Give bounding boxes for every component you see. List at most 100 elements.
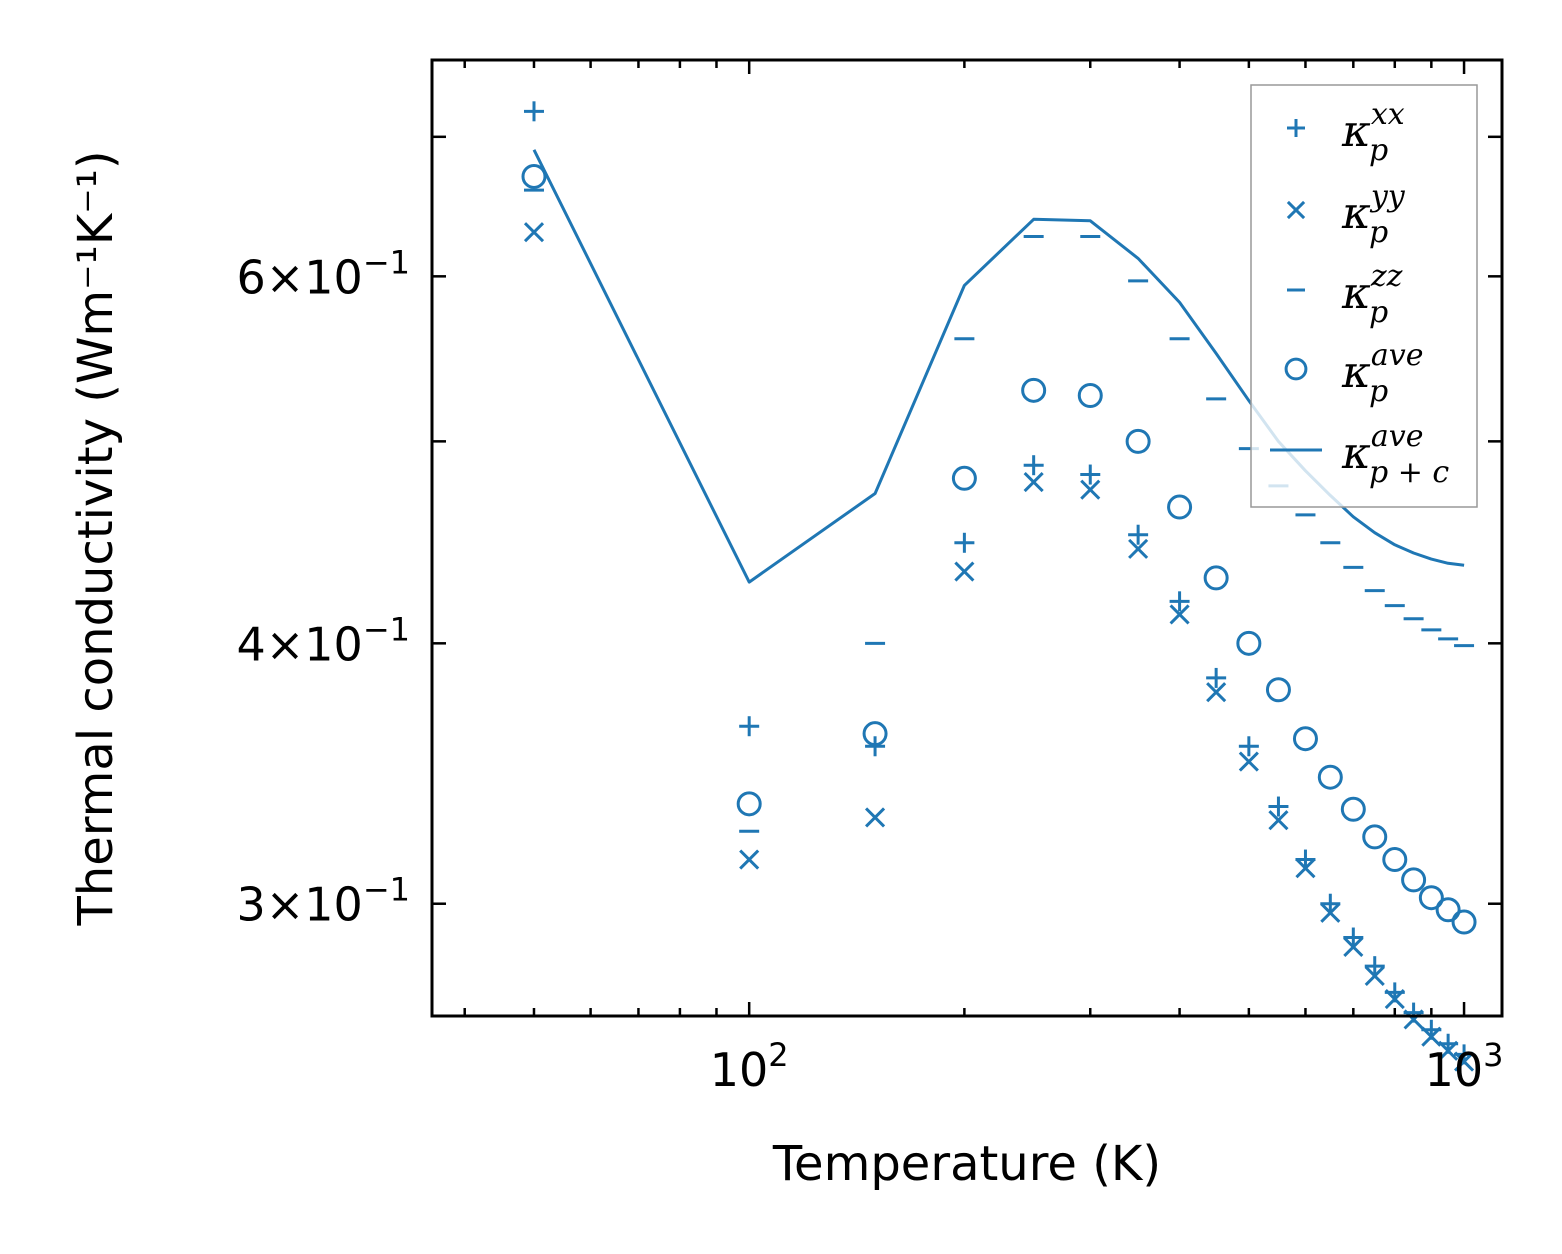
point-kyy-100 xyxy=(739,849,760,870)
point-kyy-900 xyxy=(1421,1026,1442,1047)
point-kave-300-ring xyxy=(1077,382,1103,408)
point-kave-250-ring xyxy=(1021,377,1047,403)
legend-label-sup: zz xyxy=(1370,259,1403,294)
legend-label-kxx: κxx p xyxy=(1341,97,1405,168)
legend-entry-kave: κave p xyxy=(1284,338,1423,409)
point-kave-350 xyxy=(1125,428,1151,454)
point-kxx-150 xyxy=(865,736,886,757)
point-kyy-1000 xyxy=(1453,1051,1475,1072)
point-kave-550 xyxy=(1265,677,1291,703)
point-kave-600 xyxy=(1292,726,1318,752)
y-axis-label: Thermal conductivity (Wm⁻¹K⁻¹) xyxy=(68,150,124,926)
point-kyy-400 xyxy=(1169,604,1190,625)
y-tick-label-exp: −1 xyxy=(363,243,410,281)
x-tick-label-base: 10 xyxy=(1425,1043,1484,1097)
point-kyy-350-b xyxy=(1128,538,1149,559)
point-kave-300 xyxy=(1077,382,1103,408)
legend-label-symbol: κ xyxy=(1341,106,1371,157)
point-kyy-700 xyxy=(1343,936,1364,958)
point-kyy-500 xyxy=(1238,751,1259,772)
point-kave-200 xyxy=(951,465,977,491)
legend-label-kpc: κave p + c xyxy=(1341,419,1449,490)
point-kave-350-ring xyxy=(1125,428,1151,454)
point-kave-150 xyxy=(862,721,888,747)
legend-label-symbol: κ xyxy=(1341,347,1371,398)
point-kyy-50 xyxy=(523,222,545,243)
x-axis-label: Temperature (K) xyxy=(772,1136,1161,1192)
legend-marker-kyy-b xyxy=(1286,200,1306,220)
point-kxx-450 xyxy=(1206,667,1227,688)
legend-entry-kxx: κxx p xyxy=(1287,97,1405,168)
y-tick-label-0.6: 6×10−1 xyxy=(236,243,410,304)
point-kyy-950-b xyxy=(1438,1040,1459,1061)
point-kyy-950 xyxy=(1438,1040,1459,1061)
point-kave-800 xyxy=(1382,847,1408,873)
point-kyy-750 xyxy=(1364,965,1385,986)
point-kxx-550 xyxy=(1268,796,1289,817)
legend-marker-kxx xyxy=(1287,119,1305,137)
point-kyy-450 xyxy=(1206,682,1227,703)
legend-label-kave: κave p xyxy=(1341,338,1423,409)
point-kyy-350 xyxy=(1128,538,1149,559)
point-kyy-550 xyxy=(1268,810,1289,831)
legend-label-sup: ave xyxy=(1371,419,1424,454)
point-kave-550-ring xyxy=(1265,677,1291,703)
legend-marker-kave xyxy=(1284,357,1308,381)
point-kxx-700 xyxy=(1343,927,1364,948)
point-kave-800-ring xyxy=(1382,847,1408,873)
legend-label-sub: p xyxy=(1369,133,1388,168)
point-kave-850-ring xyxy=(1401,867,1427,893)
point-kxx-300 xyxy=(1080,464,1101,485)
point-kave-1000 xyxy=(1451,909,1477,935)
point-kave-1000-ring xyxy=(1451,909,1477,935)
point-kave-650-ring xyxy=(1317,764,1343,790)
x-tick-label-exp: 3 xyxy=(1483,1036,1503,1074)
legend-entry-kzz: κzz p xyxy=(1287,259,1403,330)
x-tick-label-1000: 103 xyxy=(1425,1036,1504,1097)
x-tick-label-100: 102 xyxy=(710,1036,789,1097)
point-kave-400 xyxy=(1167,494,1193,520)
point-kave-50-ring xyxy=(521,163,547,189)
point-kave-50 xyxy=(521,163,547,189)
point-kyy-550-b xyxy=(1268,810,1289,831)
legend-label-kyy: κyy p xyxy=(1341,179,1406,250)
point-kyy-450-b xyxy=(1206,682,1227,703)
series-kyy xyxy=(523,222,1475,1072)
point-kyy-600 xyxy=(1295,858,1316,879)
point-kyy-300 xyxy=(1080,479,1101,500)
y-tick-label-exp: −1 xyxy=(363,610,410,648)
point-kxx-750 xyxy=(1364,956,1385,977)
point-kxx-400 xyxy=(1169,591,1190,612)
data-layer xyxy=(521,101,1477,1072)
point-kyy-700-b xyxy=(1343,936,1364,958)
point-kyy-600-b xyxy=(1295,858,1316,879)
point-kyy-200-b xyxy=(954,561,975,582)
legend-label-sub: p xyxy=(1369,295,1388,330)
point-kyy-200 xyxy=(954,561,975,582)
point-kave-900 xyxy=(1418,885,1444,911)
legend-label-symbol: κ xyxy=(1341,428,1371,479)
point-kave-700-ring xyxy=(1340,796,1366,822)
legend-label-sub: p + c xyxy=(1369,455,1449,490)
point-kxx-650 xyxy=(1320,893,1341,914)
point-kyy-500-b xyxy=(1238,751,1259,772)
point-kyy-650 xyxy=(1320,902,1341,923)
legend-marker-kave-ring xyxy=(1284,357,1308,381)
point-kxx-200 xyxy=(954,532,975,553)
point-kxx-350 xyxy=(1128,524,1149,545)
y-tick-label-0.3: 3×10−1 xyxy=(236,871,410,932)
point-kave-450-ring xyxy=(1203,565,1229,591)
point-kave-600-ring xyxy=(1292,726,1318,752)
point-kave-100 xyxy=(736,791,762,817)
point-kyy-250 xyxy=(1023,472,1044,493)
x-tick-label-exp: 2 xyxy=(768,1036,788,1074)
point-kave-200-ring xyxy=(951,465,977,491)
point-kave-250 xyxy=(1021,377,1047,403)
legend-entry-kpc: κave p + c xyxy=(1270,419,1449,490)
point-kxx-50 xyxy=(523,101,544,122)
point-kave-500 xyxy=(1236,630,1262,656)
legend-box xyxy=(1250,84,1478,508)
point-kyy-900-b xyxy=(1421,1026,1442,1047)
